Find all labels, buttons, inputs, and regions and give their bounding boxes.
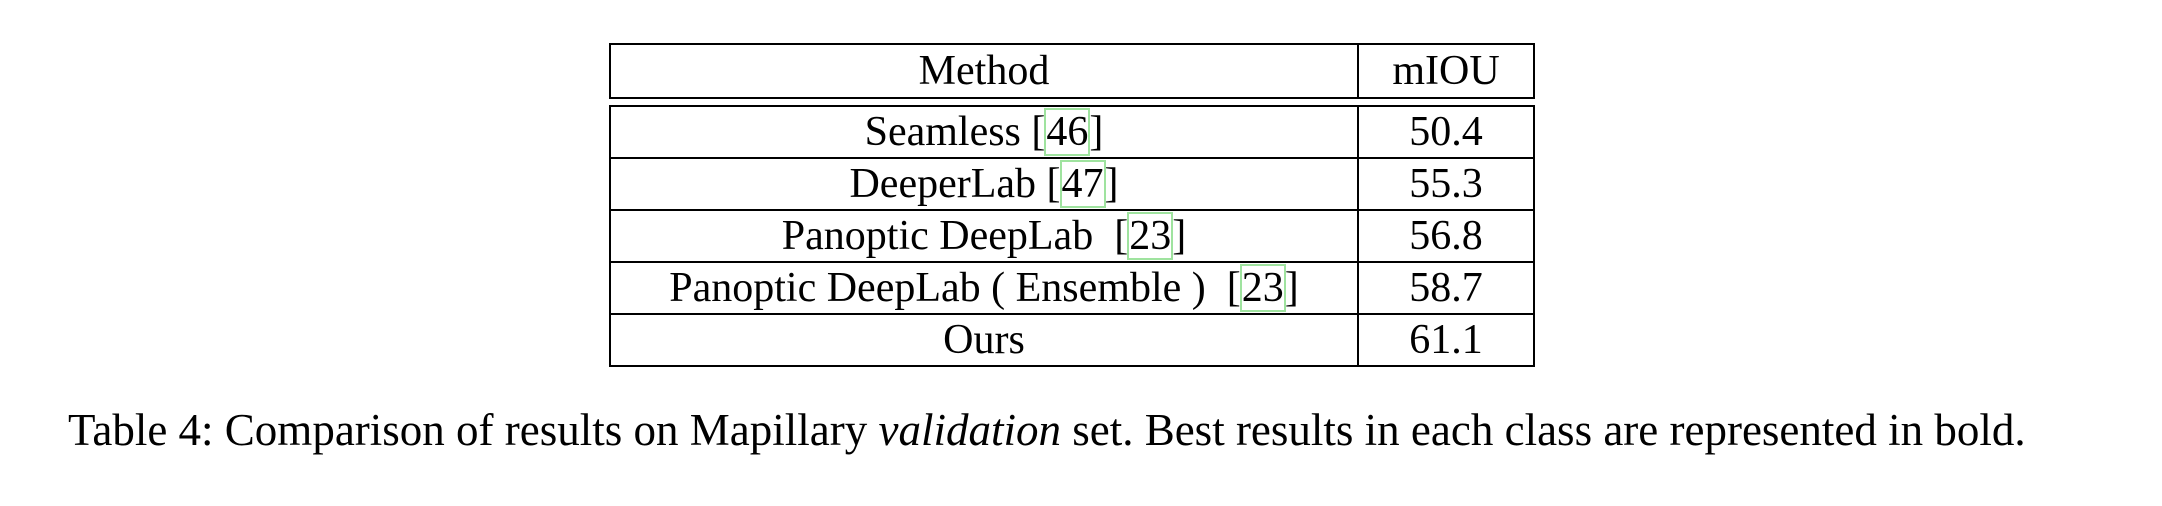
header-separator-cell	[610, 97, 1358, 107]
results-table-container: Method mIOU Seamless [46] 50.4 DeeperLab…	[609, 43, 1535, 367]
results-table: Method mIOU Seamless [46] 50.4 DeeperLab…	[609, 43, 1535, 367]
citation-link[interactable]: 23	[1127, 212, 1174, 260]
table-row: DeeperLab [47] 55.3	[609, 157, 1535, 211]
method-column-header: Method	[609, 43, 1359, 99]
caption-prefix: Table 4: Comparison of results on Mapill…	[68, 405, 879, 455]
citation-link[interactable]: 46	[1044, 108, 1091, 156]
method-name: Panoptic DeepLab	[781, 213, 1104, 259]
header-separator	[610, 97, 1534, 107]
method-cell: Panoptic DeepLab [23]	[609, 209, 1359, 263]
table-header-row: Method mIOU	[609, 43, 1535, 99]
table-row: Seamless [46] 50.4	[609, 105, 1535, 159]
method-name: Panoptic DeepLab ( Ensemble )	[669, 265, 1217, 311]
miou-cell: 50.4	[1357, 105, 1535, 159]
method-name: Ours	[943, 317, 1025, 363]
table-row: Panoptic DeepLab ( Ensemble ) [23] 58.7	[609, 261, 1535, 315]
method-cell: Panoptic DeepLab ( Ensemble ) [23]	[609, 261, 1359, 315]
header-separator-cell	[1358, 97, 1534, 107]
citation-link[interactable]: 47	[1059, 160, 1106, 208]
method-name: DeeperLab	[849, 161, 1037, 207]
miou-cell: 58.7	[1357, 261, 1535, 315]
miou-cell: 55.3	[1357, 157, 1535, 211]
citation-link[interactable]: 23	[1239, 264, 1286, 312]
miou-cell: 56.8	[1357, 209, 1535, 263]
miou-column-header: mIOU	[1357, 43, 1535, 99]
method-cell: DeeperLab [47]	[609, 157, 1359, 211]
table-row: Ours 61.1	[609, 313, 1535, 367]
method-name: Seamless	[864, 109, 1021, 155]
method-cell: Seamless [46]	[609, 105, 1359, 159]
table-row: Panoptic DeepLab [23] 56.8	[609, 209, 1535, 263]
method-cell: Ours	[609, 313, 1359, 367]
caption-suffix: set. Best results in each class are repr…	[1060, 405, 2026, 455]
miou-cell-best: 61.1	[1357, 313, 1535, 367]
table-caption: Table 4: Comparison of results on Mapill…	[68, 408, 2128, 453]
caption-italic: validation	[878, 405, 1061, 455]
